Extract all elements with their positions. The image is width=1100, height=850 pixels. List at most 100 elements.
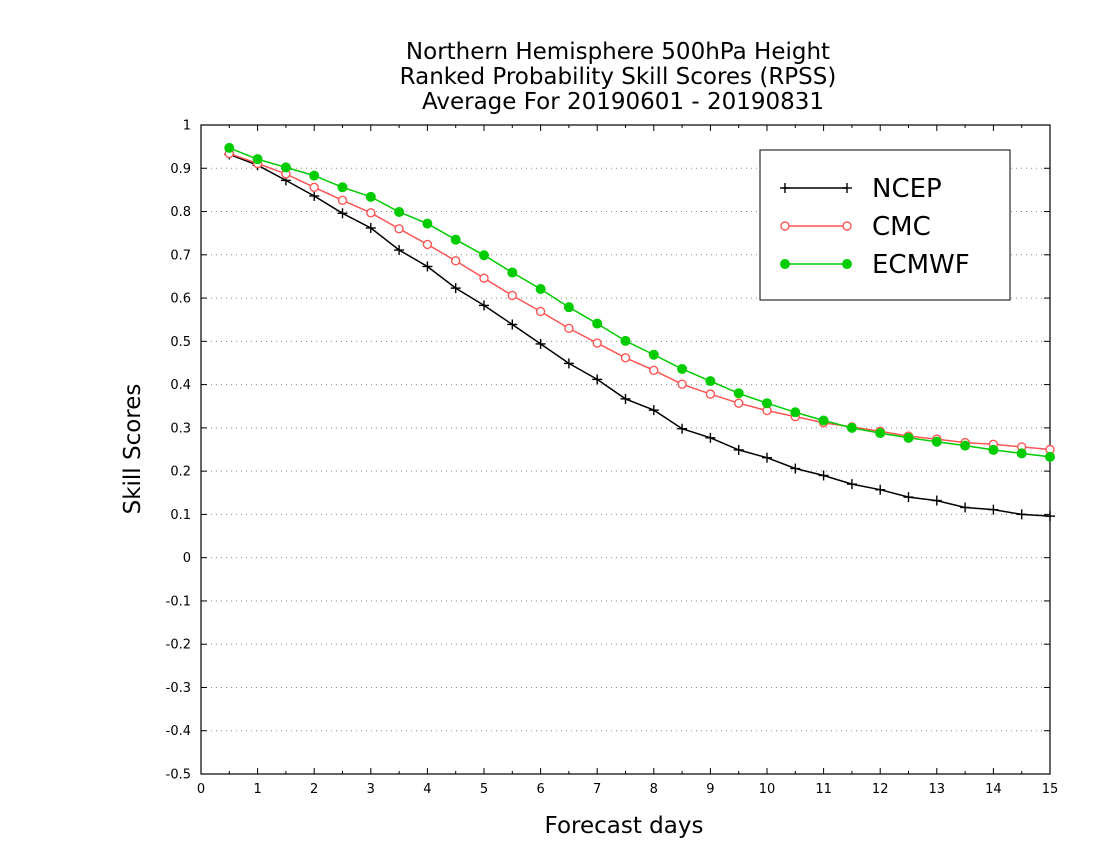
y-tick-label: 0.9 bbox=[170, 162, 191, 177]
y-tick-label: 0.4 bbox=[170, 378, 191, 393]
point-cmc bbox=[422, 239, 433, 250]
x-tick-label: 0 bbox=[197, 782, 205, 797]
point-ncep bbox=[733, 444, 744, 455]
point-ncep bbox=[620, 393, 631, 404]
point-ncep bbox=[988, 504, 999, 515]
y-axis-label: Skill Scores bbox=[120, 384, 146, 515]
point-cmc bbox=[366, 208, 376, 218]
point-ncep bbox=[394, 245, 405, 256]
point-ncep bbox=[422, 261, 433, 272]
point-ncep bbox=[648, 405, 659, 416]
point-cmc bbox=[451, 256, 461, 266]
title-line-1: Northern Hemisphere 500hPa Height bbox=[406, 39, 830, 65]
chart-title: Northern Hemisphere 500hPa Height Ranked… bbox=[400, 39, 837, 115]
legend-item-cmc: CMC bbox=[780, 212, 931, 242]
x-axis: 0 1 2 3 4 5 6 7 8 9 10 11 12 13 14 15 bbox=[197, 125, 1058, 797]
y-tick-label: -0.1 bbox=[166, 594, 191, 609]
point-ecmwf bbox=[280, 162, 291, 173]
point-ecmwf bbox=[733, 388, 744, 399]
point-ecmwf bbox=[224, 142, 235, 153]
legend-marker-ncep bbox=[842, 183, 852, 193]
point-cmc bbox=[734, 398, 744, 408]
legend-label-ecmwf: ECMWF bbox=[872, 250, 970, 280]
point-ncep bbox=[846, 479, 857, 490]
legend-label-ncep: NCEP bbox=[872, 174, 942, 204]
title-line-3: Average For 20190601 - 20190831 bbox=[422, 89, 824, 115]
y-tick-label: 0.8 bbox=[170, 205, 191, 220]
legend: NCEP CMC ECMWF bbox=[759, 149, 1011, 301]
y-axis: -0.5 -0.4 -0.3 -0.2 -0.1 0 0.1 0.2 0.3 0.4 0.5 0.6 0… bbox=[166, 119, 1050, 783]
point-cmc bbox=[507, 290, 517, 301]
y-tick-label: -0.2 bbox=[166, 638, 191, 653]
point-ncep bbox=[479, 300, 489, 311]
legend-marker-ecmwf bbox=[842, 259, 852, 269]
point-cmc bbox=[592, 338, 602, 348]
point-ecmwf bbox=[337, 182, 348, 193]
point-ncep bbox=[931, 495, 942, 506]
x-tick-label: 4 bbox=[423, 782, 431, 797]
point-ncep bbox=[818, 470, 829, 481]
point-cmc bbox=[394, 224, 404, 234]
x-tick-label: 2 bbox=[310, 782, 318, 797]
point-ecmwf bbox=[394, 206, 405, 217]
x-tick-label: 8 bbox=[650, 782, 658, 797]
point-ecmwf bbox=[677, 364, 688, 375]
title-line-2: Ranked Probability Skill Scores (RPSS) bbox=[400, 64, 837, 90]
y-tick-label: -0.5 bbox=[166, 768, 191, 783]
point-ecmwf bbox=[960, 440, 971, 451]
series-ncep bbox=[224, 149, 1055, 522]
point-ecmwf bbox=[931, 436, 942, 447]
legend-marker-cmc bbox=[780, 221, 790, 231]
y-tick-label: 0.7 bbox=[170, 248, 191, 263]
point-ecmwf bbox=[479, 250, 489, 261]
x-tick-label: 13 bbox=[929, 782, 946, 797]
point-ncep bbox=[790, 463, 801, 474]
point-ecmwf bbox=[1016, 448, 1027, 459]
point-ncep bbox=[1045, 511, 1055, 522]
point-cmc bbox=[649, 365, 659, 376]
y-tick-label: 0.3 bbox=[170, 421, 191, 436]
y-tick-label: -0.4 bbox=[166, 724, 191, 739]
y-tick-label: 0 bbox=[183, 551, 191, 566]
y-tick-label: -0.3 bbox=[166, 681, 191, 696]
y-tick-label: 0.1 bbox=[170, 508, 191, 523]
point-ncep bbox=[535, 338, 546, 349]
point-ecmwf bbox=[252, 154, 263, 165]
point-ncep bbox=[960, 502, 971, 513]
point-ncep bbox=[903, 492, 914, 503]
point-ncep bbox=[309, 190, 320, 201]
series-group bbox=[224, 142, 1055, 522]
point-ncep bbox=[1016, 509, 1027, 520]
point-cmc bbox=[337, 195, 348, 205]
point-ecmwf bbox=[620, 335, 631, 346]
x-tick-label: 9 bbox=[706, 782, 714, 797]
point-ecmwf bbox=[846, 422, 857, 433]
point-ecmwf bbox=[563, 302, 574, 313]
point-cmc bbox=[705, 389, 716, 399]
x-tick-label: 6 bbox=[536, 782, 544, 797]
legend-box bbox=[759, 149, 1011, 301]
x-tick-label: 10 bbox=[759, 782, 776, 797]
x-tick-label: 15 bbox=[1042, 782, 1059, 797]
point-ecmwf bbox=[648, 349, 659, 360]
legend-marker-ncep bbox=[780, 183, 790, 193]
point-ecmwf bbox=[875, 428, 886, 439]
point-ecmwf bbox=[988, 444, 999, 455]
legend-label-cmc: CMC bbox=[872, 212, 931, 242]
point-ecmwf bbox=[903, 432, 914, 443]
point-cmc bbox=[309, 182, 319, 193]
x-tick-label: 14 bbox=[985, 782, 1002, 797]
legend-marker-cmc bbox=[842, 221, 852, 231]
point-cmc bbox=[677, 379, 687, 389]
point-ecmwf bbox=[507, 267, 518, 278]
x-tick-label: 12 bbox=[872, 782, 889, 797]
point-ecmwf bbox=[365, 191, 376, 202]
legend-item-ncep: NCEP bbox=[780, 174, 942, 204]
x-tick-label: 5 bbox=[480, 782, 488, 797]
point-ecmwf bbox=[535, 283, 546, 294]
point-ncep bbox=[705, 432, 716, 443]
point-ncep bbox=[875, 484, 886, 495]
legend-marker-ecmwf bbox=[780, 259, 790, 269]
point-ecmwf bbox=[1045, 451, 1055, 462]
